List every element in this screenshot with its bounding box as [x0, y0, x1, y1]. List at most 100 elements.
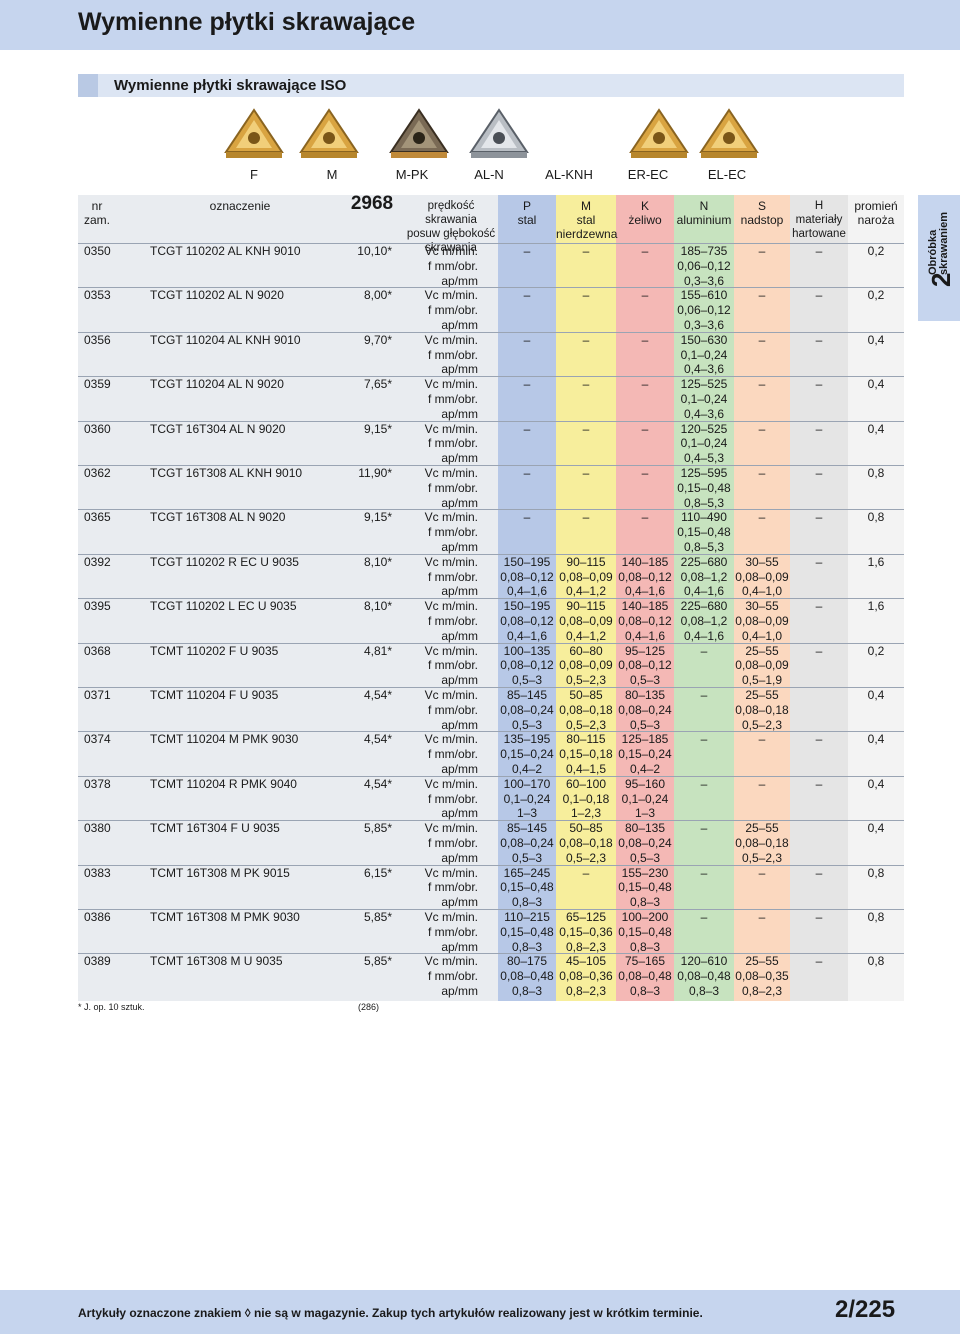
cutting-value: 185–735: [680, 244, 728, 258]
table-row: 0353 TCGT 110202 AL N 9020 8,00* Vc m/min. f…: [78, 287, 904, 332]
corner-radius: 0,8: [867, 910, 885, 924]
cutting-value: 0,06–0,12: [677, 303, 731, 318]
cutting-value: 110–490: [681, 510, 727, 525]
header-zam-line: zam.: [83, 213, 110, 227]
row-divider: [78, 553, 904, 555]
header-h: H materiały hartowane: [790, 199, 848, 241]
gold-insert-icon: [629, 108, 689, 158]
grade-label: AL-N: [474, 167, 504, 182]
cutting-value: –: [582, 244, 590, 258]
corner-radius: 0,8: [867, 510, 885, 525]
cutting-value: –: [523, 288, 531, 303]
column-h-bg: [790, 195, 848, 1001]
cutting-value: –: [815, 954, 823, 969]
row-divider: [78, 687, 904, 688]
header-n: N aluminium: [674, 199, 734, 227]
cutting-value: 0,4–3,6: [683, 406, 725, 421]
cutting-value: –: [758, 332, 766, 347]
row-divider: [78, 376, 904, 378]
cutting-value: 30–55: [745, 599, 779, 614]
order-number: 0378: [84, 776, 111, 791]
parameter-label: Vc m/min.: [424, 510, 478, 525]
cutting-value: 0,08–0,24: [618, 835, 672, 850]
gold-insert-icon: [224, 108, 284, 158]
grade-label: EL-EC: [707, 167, 747, 182]
header-radius: promień naroża: [848, 199, 904, 227]
insert-designation: TCMT 110204 R PMK 9040: [150, 776, 297, 791]
cutting-value: 25–55: [745, 821, 779, 836]
parameter-label: ap/mm: [441, 317, 478, 332]
cutting-value: 140–185: [621, 554, 669, 569]
parameter-label: ap/mm: [441, 717, 478, 732]
cutting-value: 0,08–0,09: [559, 658, 613, 673]
cutting-value: 0,08–0,18: [559, 702, 613, 717]
parameter-label: ap/mm: [441, 895, 478, 910]
insert-designation: TCMT 16T308 M PMK 9030: [150, 910, 300, 924]
cutting-value: 25–55: [745, 954, 779, 969]
cutting-value: 120–525: [680, 421, 728, 436]
silver-insert-icon: [469, 108, 529, 158]
cutting-value: 0,08–0,48: [500, 969, 554, 984]
cutting-value: 110–215: [504, 910, 550, 924]
order-number: 0362: [84, 466, 111, 480]
parameter-label: Vc m/min.: [424, 643, 478, 658]
order-number: 0383: [84, 865, 111, 880]
cutting-value: –: [523, 377, 531, 392]
cutting-value: 0,15–0,24: [500, 747, 554, 762]
insert-designation: TCMT 16T308 M U 9035: [150, 954, 283, 969]
row-divider: [78, 953, 904, 955]
cutting-value: –: [641, 332, 649, 347]
section-notch: [78, 74, 98, 97]
header-article-code: 2968: [350, 193, 394, 214]
row-divider: [78, 775, 904, 777]
cutting-value: 0,4–1,5: [565, 761, 607, 776]
parameter-label: ap/mm: [441, 539, 478, 554]
cutting-value: 0,15–0,48: [618, 924, 672, 939]
parameter-label: Vc m/min.: [424, 377, 478, 392]
insert-designation: TCGT 110204 AL N 9020: [150, 377, 284, 392]
insert-designation: TCGT 110202 R EC U 9035: [150, 554, 299, 569]
insert-designation: TCMT 110204 F U 9035: [150, 688, 279, 702]
row-divider: [78, 509, 904, 511]
cutting-value: –: [758, 288, 766, 303]
cutting-value: –: [815, 865, 823, 880]
table-left-bg: [78, 195, 498, 1001]
cutting-value: 80–135: [624, 821, 666, 836]
cutting-value: 0,08–0,09: [559, 569, 613, 584]
header-param-line: prędkość skrawania: [425, 200, 477, 226]
parameter-label: Vc m/min.: [424, 688, 478, 702]
header-parameters: prędkość skrawania posuw głębokość skraw…: [402, 199, 500, 255]
cutting-value: 85–145: [506, 821, 548, 836]
header-m-letter: M: [581, 199, 591, 213]
cutting-value: 0,08–0,12: [618, 613, 672, 628]
cutting-value: –: [758, 510, 766, 525]
cutting-value: –: [815, 732, 823, 747]
cutting-value: 0,15–0,48: [500, 880, 554, 895]
cutting-value: –: [582, 421, 590, 436]
dark-insert-icon: [389, 108, 449, 158]
order-number: 0353: [84, 288, 111, 303]
cutting-value: 0,1–0,18: [562, 791, 610, 806]
cutting-value: 80–175: [506, 954, 548, 969]
cutting-value: 0,4–1,0: [741, 584, 783, 599]
parameter-label: f mm/obr.: [427, 924, 478, 939]
cutting-value: –: [582, 377, 590, 392]
cutting-value: 0,8–3: [511, 939, 543, 954]
order-number: 0356: [84, 332, 111, 347]
cutting-value: 0,08–0,18: [735, 835, 789, 850]
cutting-value: –: [700, 910, 708, 924]
cutting-value: 0,08–0,12: [618, 569, 672, 584]
insert-designation: TCGT 16T308 AL N 9020: [150, 510, 286, 525]
cutting-value: 0,08–0,48: [677, 969, 731, 984]
cutting-value: –: [815, 599, 823, 614]
cutting-value: –: [815, 466, 823, 480]
header-nr-line: nr: [91, 199, 103, 213]
parameter-label: ap/mm: [441, 850, 478, 865]
parameter-label: Vc m/min.: [424, 244, 478, 258]
cutting-value: 95–160: [624, 776, 666, 791]
header-s: S nadstop: [734, 199, 790, 227]
row-divider: [78, 331, 904, 333]
cutting-value: 1–2,3: [570, 806, 602, 821]
cutting-value: –: [758, 910, 766, 924]
insert-designation: TCMT 110204 M PMK 9030: [150, 732, 299, 747]
